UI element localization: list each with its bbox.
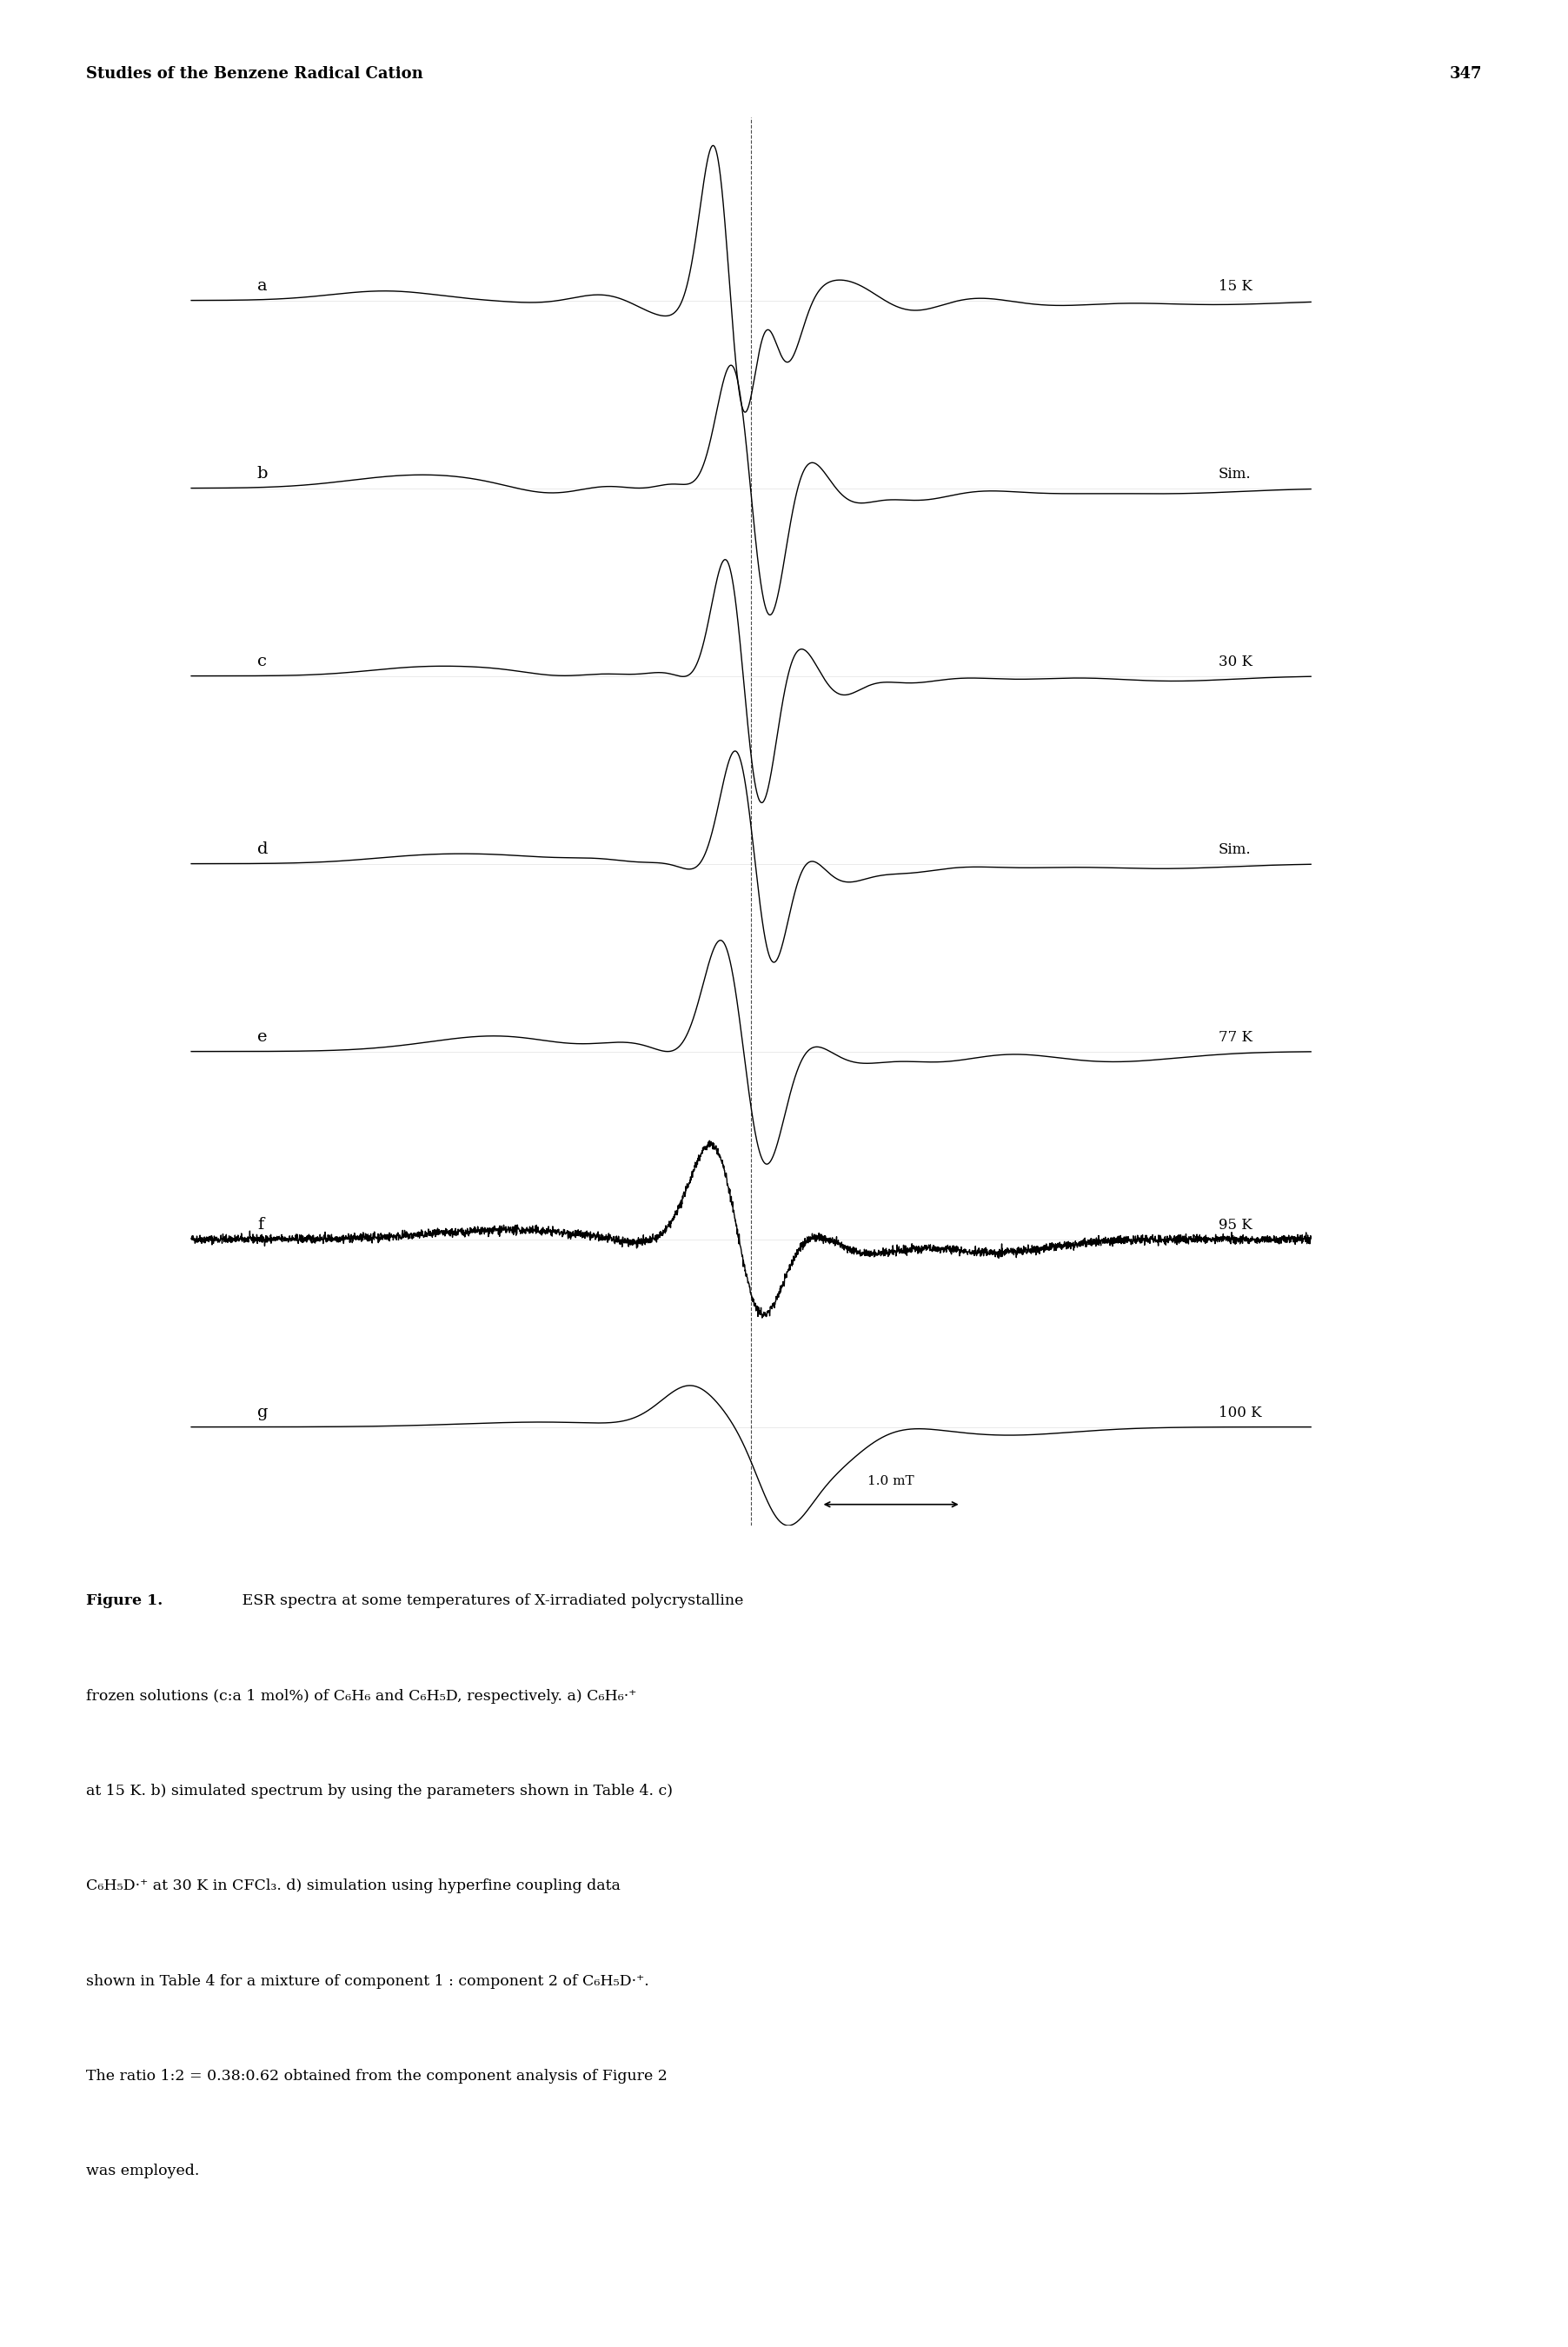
Text: The ratio 1:2 = 0.38:0.62 obtained from the component analysis of Figure 2: The ratio 1:2 = 0.38:0.62 obtained from … <box>86 2070 668 2084</box>
Text: Studies of the Benzene Radical Cation: Studies of the Benzene Radical Cation <box>86 66 423 82</box>
Text: 95 K: 95 K <box>1218 1218 1253 1232</box>
Text: 77 K: 77 K <box>1218 1030 1253 1044</box>
Text: e: e <box>257 1028 267 1044</box>
Text: was employed.: was employed. <box>86 2164 199 2178</box>
Text: ESR spectra at some temperatures of X-irradiated polycrystalline: ESR spectra at some temperatures of X-ir… <box>237 1594 743 1608</box>
Text: 1.0 mT: 1.0 mT <box>867 1476 914 1488</box>
Text: Sim.: Sim. <box>1218 467 1251 481</box>
Text: 347: 347 <box>1449 66 1482 82</box>
Text: c: c <box>257 652 267 669</box>
Text: shown in Table 4 for a mixture of component 1 : component 2 of C₆H₅D·⁺.: shown in Table 4 for a mixture of compon… <box>86 1974 649 1988</box>
Text: a: a <box>257 277 267 293</box>
Text: frozen solutions (c:a 1 mol%) of C₆H₆ and C₆H₅D, respectively. a) C₆H₆·⁺: frozen solutions (c:a 1 mol%) of C₆H₆ an… <box>86 1690 637 1704</box>
Text: d: d <box>257 840 268 857</box>
Text: 30 K: 30 K <box>1218 655 1253 669</box>
Text: f: f <box>257 1216 263 1232</box>
Text: g: g <box>257 1404 268 1420</box>
Text: Sim.: Sim. <box>1218 843 1251 857</box>
Text: 15 K: 15 K <box>1218 279 1253 293</box>
Text: Figure 1.: Figure 1. <box>86 1594 163 1608</box>
Text: 100 K: 100 K <box>1218 1406 1262 1420</box>
Text: b: b <box>257 465 268 481</box>
Text: C₆H₅D·⁺ at 30 K in CFCl₃. d) simulation using hyperfine coupling data: C₆H₅D·⁺ at 30 K in CFCl₃. d) simulation … <box>86 1880 621 1894</box>
Text: at 15 K. b) simulated spectrum by using the parameters shown in Table 4. c): at 15 K. b) simulated spectrum by using … <box>86 1784 673 1798</box>
